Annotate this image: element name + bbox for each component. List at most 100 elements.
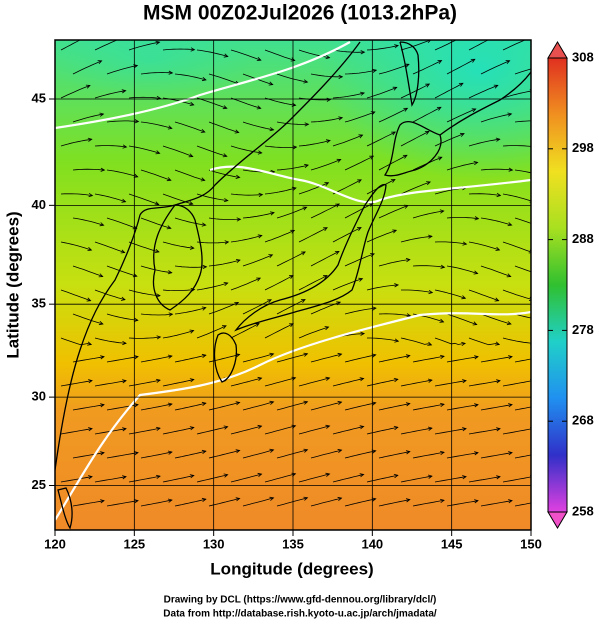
streamline-arrow	[474, 216, 480, 221]
streamline-arrow	[134, 119, 140, 124]
streamline	[230, 97, 261, 109]
streamline-arrow	[134, 499, 139, 504]
streamline	[378, 403, 410, 411]
streamline-arrow	[393, 425, 399, 431]
streamline-arrow	[403, 107, 409, 112]
streamline	[344, 111, 375, 123]
streamline-arrow	[201, 306, 207, 311]
streamline	[162, 379, 194, 387]
streamline-arrow	[428, 234, 433, 239]
streamline-arrow	[369, 155, 375, 160]
streamline	[480, 500, 513, 507]
streamline-arrow	[269, 400, 275, 405]
streamline-arrow	[496, 427, 501, 432]
streamline	[60, 476, 93, 483]
map-title: MSM 00Z02Jul2026 (1013.2hPa)	[143, 2, 457, 25]
streamline-arrow	[439, 498, 445, 504]
streamline	[60, 40, 81, 51]
streamline	[162, 241, 194, 249]
streamline-arrow	[202, 264, 208, 270]
streamline	[106, 217, 137, 229]
streamline	[196, 474, 228, 483]
streamline	[162, 289, 195, 291]
streamline-arrow	[122, 379, 127, 384]
streamline-arrow	[474, 355, 479, 360]
streamline-arrow	[269, 496, 275, 501]
streamline-arrow	[257, 376, 263, 382]
streamline	[94, 289, 126, 301]
streamline-arrow	[221, 325, 227, 330]
streamline-arrow	[508, 499, 513, 504]
coastline	[439, 71, 531, 136]
streamline	[468, 193, 501, 196]
streamline	[310, 251, 340, 267]
streamline	[162, 427, 194, 435]
streamline-arrow	[425, 83, 431, 88]
streamline-arrow	[188, 201, 194, 206]
streamline-arrow	[88, 379, 93, 384]
streamline-arrow	[360, 91, 365, 96]
streamline	[310, 401, 342, 411]
colorbar-extend	[547, 41, 568, 59]
x-axis-label: Longitude (degrees)	[210, 559, 373, 578]
streamline	[434, 289, 466, 299]
streamline-arrow	[458, 82, 464, 87]
streamline-arrow	[121, 89, 127, 94]
streamline	[94, 90, 126, 99]
streamline	[140, 451, 172, 459]
streamline	[446, 356, 479, 363]
streamline	[140, 403, 172, 411]
colorbar	[547, 57, 568, 513]
streamline-arrow	[235, 401, 241, 406]
streamline	[242, 299, 272, 315]
streamline	[94, 40, 118, 51]
streamline-arrow	[201, 76, 207, 82]
streamline	[94, 380, 127, 387]
streamline-arrow	[392, 86, 398, 91]
credit-line: Drawing by DCL (https://www.gfd-dennou.o…	[164, 595, 437, 606]
streamline-arrow	[357, 179, 362, 184]
streamline	[60, 138, 92, 147]
streamline-arrow	[156, 335, 162, 340]
streamline-arrow	[235, 174, 241, 179]
streamline-arrow	[462, 427, 467, 432]
streamline-arrow	[167, 354, 173, 359]
streamline-arrow	[427, 378, 433, 383]
streamline	[276, 73, 308, 83]
streamline-arrow	[428, 289, 434, 295]
streamline-arrow	[508, 167, 514, 172]
isobar	[55, 310, 531, 521]
streamline	[502, 380, 531, 387]
streamline-arrow	[393, 473, 399, 479]
streamline	[276, 353, 308, 363]
streamline	[468, 380, 501, 387]
streamline	[264, 49, 295, 61]
streamline-arrow	[462, 379, 467, 384]
streamline	[264, 377, 296, 387]
streamline-arrow	[100, 355, 105, 360]
streamline	[94, 241, 125, 253]
streamline-arrow	[459, 36, 463, 39]
streamline-arrow	[394, 44, 399, 49]
streamline	[378, 154, 408, 171]
streamline	[230, 323, 260, 339]
streamline	[344, 253, 375, 267]
streamline-arrow	[155, 150, 161, 155]
streamline	[502, 90, 531, 99]
streamline-arrow	[358, 277, 364, 282]
streamline-arrow	[256, 105, 262, 110]
streamline	[196, 145, 227, 157]
streamline-arrow	[133, 173, 139, 178]
streamline	[276, 449, 308, 459]
streamline	[434, 82, 464, 99]
streamline	[162, 48, 195, 51]
streamline	[276, 299, 306, 315]
streamline-arrow	[99, 222, 105, 227]
streamline	[480, 265, 511, 277]
streamline-arrow	[542, 174, 546, 177]
streamline	[502, 40, 526, 51]
streamline	[412, 451, 445, 459]
streamline-arrow	[167, 270, 173, 275]
streamline	[264, 275, 294, 291]
streamline	[208, 217, 241, 220]
